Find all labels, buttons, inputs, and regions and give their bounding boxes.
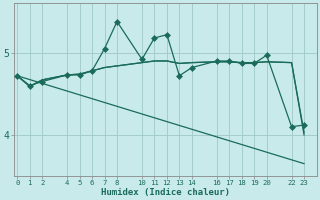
X-axis label: Humidex (Indice chaleur): Humidex (Indice chaleur) xyxy=(100,188,229,197)
